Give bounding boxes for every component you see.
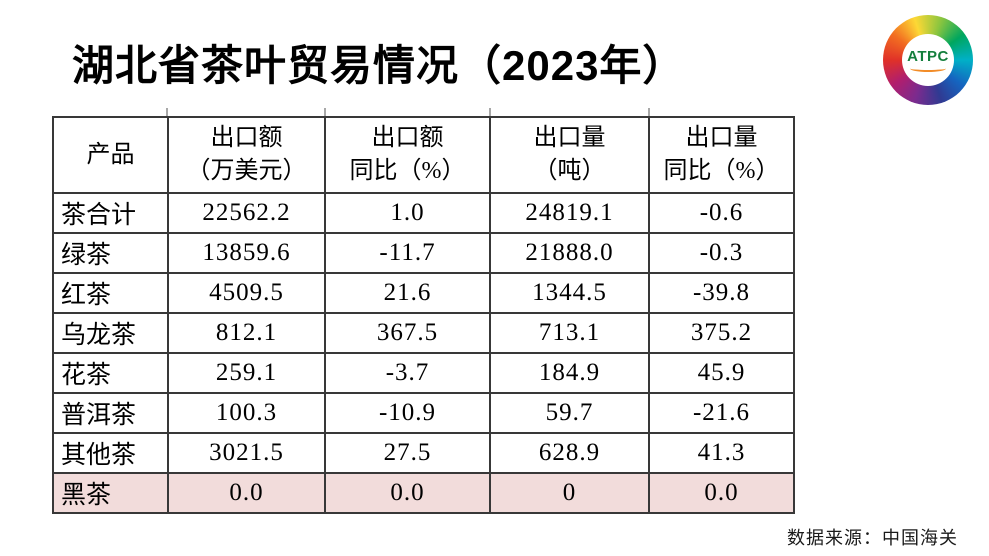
logo-swoosh-icon: [910, 65, 946, 72]
value-cell: 1.0: [324, 192, 491, 234]
value-cell: 13859.6: [167, 232, 326, 274]
value-cell: 45.9: [648, 352, 795, 394]
value-cell: 0: [489, 472, 650, 514]
value-cell: 184.9: [489, 352, 650, 394]
table-row: 其他茶 3021.5 27.5 628.9 41.3: [52, 432, 795, 474]
data-source: 数据来源：中国海关: [787, 528, 958, 548]
value-cell: 3021.5: [167, 432, 326, 474]
gridline-stub: [489, 108, 491, 116]
value-cell: 27.5: [324, 432, 491, 474]
product-cell: 茶合计: [52, 192, 169, 234]
value-cell: 259.1: [167, 352, 326, 394]
col-header-product: 产品: [52, 116, 169, 194]
logo-text: ATPC: [907, 47, 949, 65]
gridline-stub: [166, 108, 168, 116]
table-row-highlighted: 黑茶 0.0 0.0 0 0.0: [52, 472, 795, 514]
value-cell: 22562.2: [167, 192, 326, 234]
header-row: 产品 出口额 （万美元） 出口额 同比（%） 出口量 （吨） 出口量 同比（%）: [52, 116, 795, 194]
table-row: 普洱茶 100.3 -10.9 59.7 -21.6: [52, 392, 795, 434]
product-cell: 花茶: [52, 352, 169, 394]
col-header-export-value: 出口额 （万美元）: [167, 116, 326, 194]
col-header-export-volume: 出口量 （吨）: [489, 116, 650, 194]
value-cell: 4509.5: [167, 272, 326, 314]
value-cell: 24819.1: [489, 192, 650, 234]
value-cell: 21888.0: [489, 232, 650, 274]
trade-table: 产品 出口额 （万美元） 出口额 同比（%） 出口量 （吨） 出口量 同比（%）: [52, 116, 795, 514]
value-cell: 41.3: [648, 432, 795, 474]
col-header-export-volume-yoy: 出口量 同比（%）: [648, 116, 795, 194]
value-cell: -0.3: [648, 232, 795, 274]
value-cell: -3.7: [324, 352, 491, 394]
atpc-logo: ATPC: [883, 15, 973, 105]
value-cell: 59.7: [489, 392, 650, 434]
gridline-stub: [324, 108, 326, 116]
value-cell: 21.6: [324, 272, 491, 314]
table-row: 绿茶 13859.6 -11.7 21888.0 -0.3: [52, 232, 795, 274]
value-cell: 1344.5: [489, 272, 650, 314]
table-row: 花茶 259.1 -3.7 184.9 45.9: [52, 352, 795, 394]
logo-ring-icon: [883, 15, 973, 105]
value-cell: -0.6: [648, 192, 795, 234]
table-row: 红茶 4509.5 21.6 1344.5 -39.8: [52, 272, 795, 314]
logo-center: ATPC: [883, 15, 973, 105]
page-title: 湖北省茶叶贸易情况（2023年）: [72, 42, 686, 89]
value-cell: 812.1: [167, 312, 326, 354]
product-cell: 黑茶: [52, 472, 169, 514]
product-cell: 红茶: [52, 272, 169, 314]
value-cell: 628.9: [489, 432, 650, 474]
value-cell: -10.9: [324, 392, 491, 434]
value-cell: 100.3: [167, 392, 326, 434]
value-cell: 0.0: [167, 472, 326, 514]
product-cell: 绿茶: [52, 232, 169, 274]
product-cell: 普洱茶: [52, 392, 169, 434]
product-cell: 乌龙茶: [52, 312, 169, 354]
gridline-stub: [648, 108, 650, 116]
value-cell: 713.1: [489, 312, 650, 354]
value-cell: 0.0: [648, 472, 795, 514]
value-cell: -11.7: [324, 232, 491, 274]
value-cell: -21.6: [648, 392, 795, 434]
table-row: 茶合计 22562.2 1.0 24819.1 -0.6: [52, 192, 795, 234]
value-cell: 375.2: [648, 312, 795, 354]
value-cell: -39.8: [648, 272, 795, 314]
table-row: 乌龙茶 812.1 367.5 713.1 375.2: [52, 312, 795, 354]
col-header-export-value-yoy: 出口额 同比（%）: [324, 116, 491, 194]
product-cell: 其他茶: [52, 432, 169, 474]
value-cell: 367.5: [324, 312, 491, 354]
value-cell: 0.0: [324, 472, 491, 514]
